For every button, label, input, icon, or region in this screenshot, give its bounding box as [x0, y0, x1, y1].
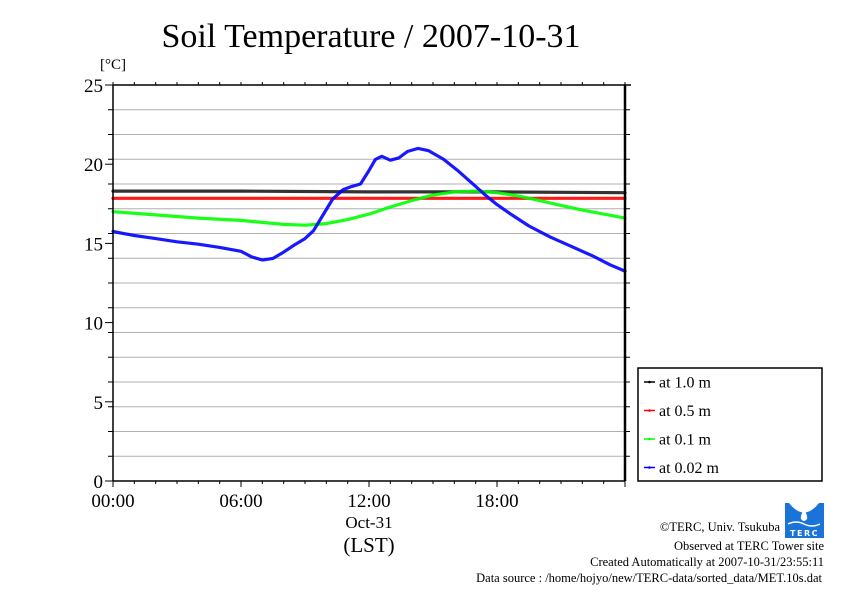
observed-site-text: Observed at TERC Tower site	[674, 539, 824, 553]
water-drop-icon	[800, 509, 808, 521]
x-axis-date-label: Oct-31	[345, 513, 392, 532]
series-line-at-1-0-m	[111, 189, 627, 195]
y-tick-label: 20	[84, 155, 103, 176]
x-tick-label: 00:00	[91, 491, 134, 512]
series-line-at-0-1-m	[111, 189, 627, 227]
x-tick-label: 06:00	[219, 491, 262, 512]
logo-cup-shape	[789, 503, 819, 513]
x-axis-title: (LST)	[343, 533, 394, 557]
series-lines	[111, 146, 627, 273]
legend-marker-1	[648, 409, 651, 412]
logo-text: TERC	[790, 529, 819, 538]
y-tick-label: 10	[84, 314, 103, 335]
legend: at 1.0 m at 0.5 m at 0.1 m at 0.02 m	[637, 367, 823, 482]
legend-marker-0	[648, 380, 651, 384]
y-axis-unit-label: [°C]	[100, 57, 126, 73]
terc-logo: TERC	[785, 503, 824, 538]
legend-label-0: at 1.0 m	[659, 375, 712, 392]
chart-title: Soil Temperature / 2007-10-31	[161, 18, 580, 55]
y-axis-ticks: 0 5 10 15 20 25	[84, 76, 630, 493]
wave-icon	[787, 521, 821, 527]
grid-lines	[113, 109, 625, 457]
legend-label-2: at 0.1 m	[659, 432, 712, 449]
x-tick-label: 12:00	[347, 491, 390, 512]
y-tick-label: 0	[94, 472, 104, 493]
data-source-text: Data source : /home/hojyo/new/TERC-data/…	[476, 571, 822, 585]
y-tick-label: 25	[84, 76, 103, 97]
y-tick-label: 5	[94, 393, 104, 414]
series-line-at-0-02-m	[111, 146, 627, 273]
copyright-text: ©TERC, Univ. Tsukuba	[660, 520, 781, 534]
legend-box	[637, 367, 823, 482]
legend-marker-2	[648, 437, 651, 441]
x-axis-ticks: 00:00 06:00 12:00 18:00	[91, 82, 626, 512]
y-tick-label: 15	[84, 234, 103, 255]
created-timestamp-text: Created Automatically at 2007-10-31/23:5…	[590, 555, 824, 569]
x-tick-label: 18:00	[475, 491, 518, 512]
legend-marker-3	[648, 466, 651, 469]
legend-label-1: at 0.5 m	[659, 403, 712, 420]
legend-label-3: at 0.02 m	[659, 460, 720, 477]
